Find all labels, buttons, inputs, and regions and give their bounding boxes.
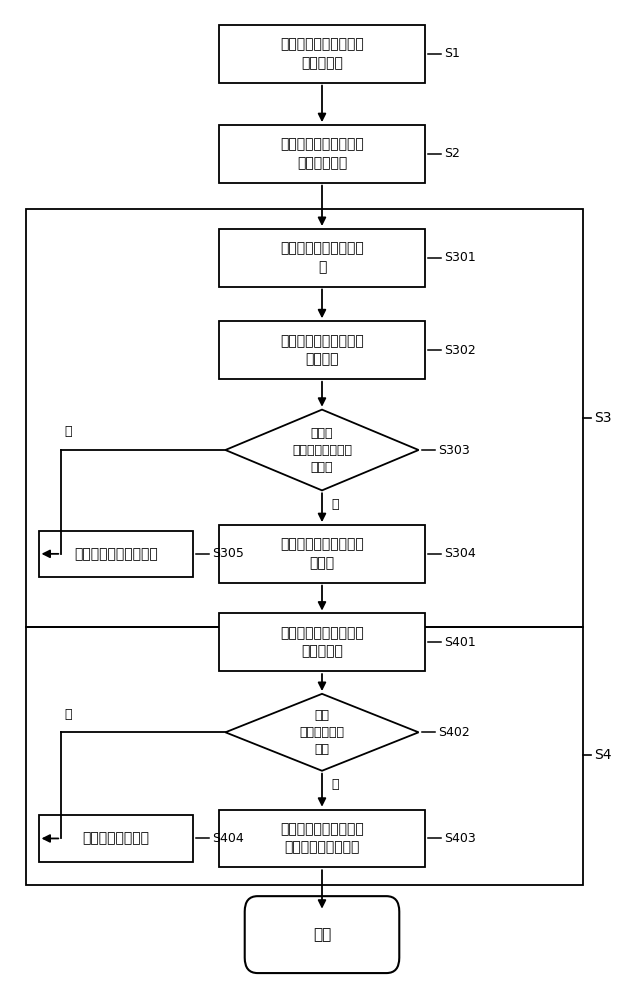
Text: S404: S404 [213, 832, 244, 845]
FancyBboxPatch shape [219, 525, 425, 583]
Text: 获取到用户所有在的直
播分区值: 获取到用户所有在的直 播分区值 [280, 334, 364, 366]
Text: 直播分
区值是否在分区参
数值中: 直播分 区值是否在分区参 数值中 [292, 427, 352, 474]
Text: 后台服务器增加动态摆
钟参数设置: 后台服务器增加动态摆 钟参数设置 [280, 38, 364, 70]
FancyBboxPatch shape [39, 531, 193, 577]
FancyBboxPatch shape [245, 896, 399, 973]
Text: S3: S3 [594, 411, 612, 425]
Text: 是: 是 [332, 498, 339, 511]
Text: 用户
是否点击动态
摆钟: 用户 是否点击动态 摆钟 [299, 709, 345, 756]
FancyBboxPatch shape [219, 321, 425, 379]
Text: S403: S403 [444, 832, 476, 845]
FancyBboxPatch shape [219, 229, 425, 287]
Text: 否: 否 [64, 708, 72, 721]
FancyBboxPatch shape [219, 25, 425, 83]
Text: 前台服务器增加动态摆
钟点击监听: 前台服务器增加动态摆 钟点击监听 [280, 626, 364, 659]
Text: S2: S2 [444, 147, 460, 160]
FancyBboxPatch shape [39, 815, 193, 862]
Polygon shape [225, 410, 419, 490]
Text: S303: S303 [438, 444, 469, 457]
Text: S302: S302 [444, 344, 476, 357]
Text: 通过弹层显示动态摆钟
的动画: 通过弹层显示动态摆钟 的动画 [280, 538, 364, 570]
Text: S1: S1 [444, 47, 460, 60]
Text: 等待显示时间超时: 等待显示时间超时 [82, 831, 149, 845]
Text: 不显示动态摆钟的动画: 不显示动态摆钟的动画 [74, 547, 158, 561]
FancyBboxPatch shape [219, 125, 425, 183]
Text: 结束: 结束 [313, 927, 331, 942]
Text: S301: S301 [444, 251, 476, 264]
Text: 将用户跳转到所述点击
跳转路径对应的页面: 将用户跳转到所述点击 跳转路径对应的页面 [280, 822, 364, 855]
Polygon shape [225, 694, 419, 771]
Text: 是: 是 [332, 778, 339, 791]
Text: S401: S401 [444, 636, 476, 649]
Text: 获取用户登录的登陆信
息: 获取用户登录的登陆信 息 [280, 241, 364, 274]
Text: S304: S304 [444, 547, 476, 560]
Text: S4: S4 [594, 748, 612, 762]
Text: S305: S305 [213, 547, 244, 560]
FancyBboxPatch shape [219, 613, 425, 671]
FancyBboxPatch shape [219, 810, 425, 867]
Text: 前台服务器获取动态摆
钟参数并加载: 前台服务器获取动态摆 钟参数并加载 [280, 138, 364, 170]
Text: 否: 否 [64, 425, 72, 438]
Text: S402: S402 [438, 726, 469, 739]
